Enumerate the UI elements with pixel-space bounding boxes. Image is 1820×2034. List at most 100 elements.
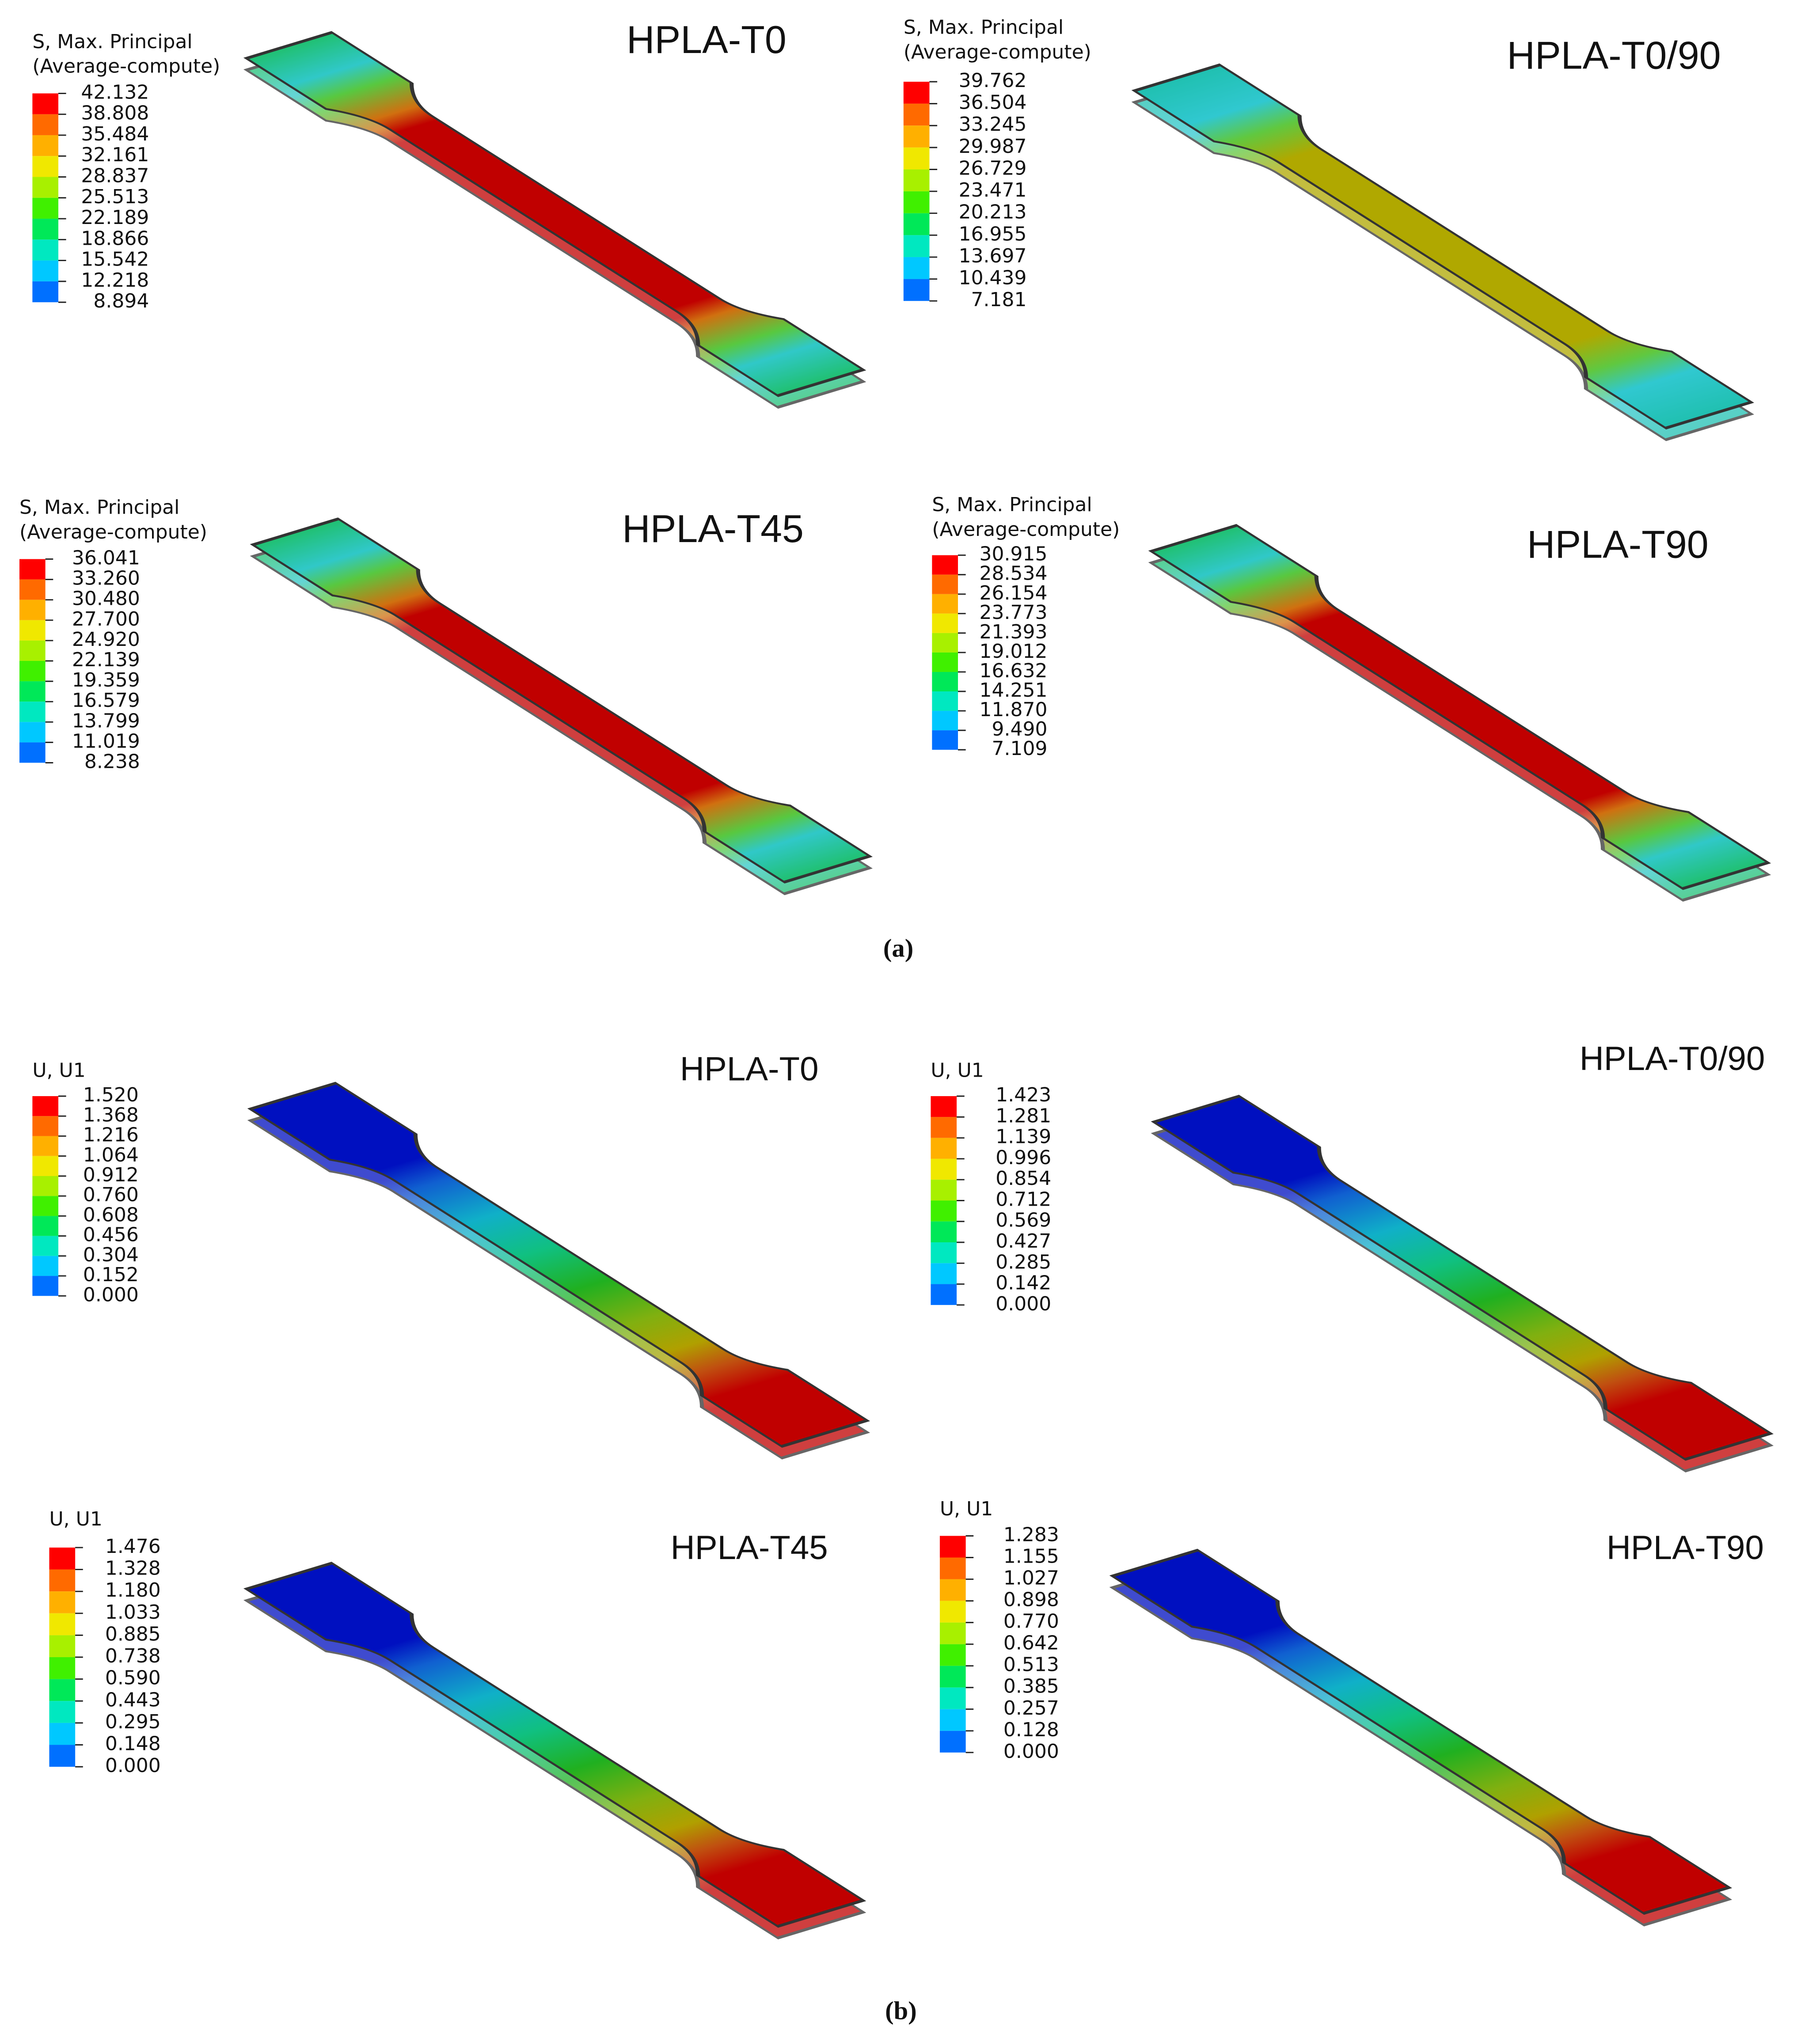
- legend-band: [903, 235, 930, 257]
- legend-value: 1.180: [105, 1579, 161, 1601]
- legend-value: 28.837: [81, 164, 149, 187]
- legend-value: 1.476: [105, 1535, 161, 1558]
- specimen-top: [246, 1563, 863, 1926]
- legend-band: [931, 1117, 957, 1138]
- legend-value: 21.393: [980, 621, 1048, 643]
- legend-value: 0.148: [105, 1733, 161, 1755]
- legend-value: 1.283: [1003, 1523, 1059, 1546]
- legend-value: 1.027: [1003, 1567, 1059, 1590]
- legend-band: [19, 559, 46, 580]
- legend-band: [903, 213, 930, 235]
- legend-band: [49, 1635, 76, 1658]
- legend-value: 28.534: [980, 562, 1048, 585]
- legend-value: 33.245: [959, 113, 1027, 136]
- legend-band: [32, 177, 59, 198]
- specimen-top: [1112, 1550, 1729, 1913]
- legend-value: 0.590: [105, 1667, 161, 1689]
- legend-value: 42.132: [81, 81, 149, 103]
- legend-value: 24.920: [72, 628, 140, 651]
- legend-value: 36.504: [959, 91, 1027, 114]
- legend-band: [932, 652, 958, 672]
- legend-value: 1.155: [1003, 1545, 1059, 1568]
- legend-value: 9.490: [992, 718, 1048, 740]
- legend-band: [19, 579, 46, 600]
- legend-value: 22.139: [72, 649, 140, 671]
- legend-band: [32, 1176, 59, 1196]
- legend-value: 0.295: [105, 1711, 161, 1733]
- legend-value: 35.484: [81, 123, 149, 145]
- legend-value: 0.128: [1003, 1719, 1059, 1741]
- legend-value: 0.760: [83, 1184, 139, 1206]
- legend-value: 1.033: [105, 1601, 161, 1624]
- legend-value: 26.154: [980, 582, 1048, 604]
- legend-band: [32, 1136, 59, 1156]
- legend-band: [932, 730, 958, 750]
- legend-band: [49, 1679, 76, 1701]
- legend-band: [49, 1591, 76, 1613]
- legend-band: [32, 135, 59, 156]
- legend-band: [32, 156, 59, 177]
- legend-band: [932, 672, 958, 692]
- legend-value: 25.513: [81, 186, 149, 208]
- legend-band: [903, 147, 930, 170]
- legend-value: 0.142: [995, 1272, 1051, 1294]
- legend-value: 1.423: [995, 1084, 1051, 1106]
- legend-value: 33.260: [72, 567, 140, 590]
- legend-value: 32.161: [81, 144, 149, 166]
- legend-band: [931, 1263, 957, 1284]
- legend-title: S, Max. Principal: [904, 16, 1064, 39]
- legend-title: U, U1: [49, 1508, 102, 1530]
- legend-value: 11.870: [980, 698, 1048, 721]
- legend-value: 1.216: [83, 1124, 139, 1146]
- legend-band: [932, 594, 958, 614]
- legend-band: [932, 613, 958, 633]
- plot-name: HPLA-T45: [671, 1529, 828, 1567]
- legend-value: 14.251: [980, 679, 1048, 702]
- legend-band: [32, 1276, 59, 1296]
- legend-band: [903, 191, 930, 213]
- legend-band: [19, 681, 46, 702]
- legend-band: [931, 1221, 957, 1243]
- legend-value: 0.513: [1003, 1654, 1059, 1676]
- legend-value: 30.480: [72, 588, 140, 610]
- legend-band: [931, 1158, 957, 1180]
- legend-band: [32, 1156, 59, 1176]
- legend-value: 22.189: [81, 206, 149, 229]
- legend-value: 8.894: [93, 290, 149, 312]
- legend-value: 30.915: [980, 543, 1048, 565]
- legend-band: [903, 257, 930, 279]
- legend-title: (Average-compute): [904, 41, 1091, 63]
- legend-title: (Average-compute): [932, 518, 1120, 541]
- plot-name: HPLA-T0/90: [1507, 33, 1721, 77]
- legend-band: [903, 103, 930, 126]
- legend-value: 12.218: [81, 269, 149, 292]
- legend-band: [19, 620, 46, 641]
- legend-value: 0.569: [995, 1209, 1051, 1232]
- legend-band: [32, 93, 59, 114]
- legend-value: 0.996: [995, 1146, 1051, 1169]
- legend-value: 1.281: [995, 1104, 1051, 1127]
- legend-value: 0.000: [995, 1293, 1051, 1315]
- legend-value: 7.181: [971, 288, 1027, 311]
- legend-band: [19, 661, 46, 682]
- legend-band: [931, 1138, 957, 1159]
- legend-value: 0.000: [1003, 1740, 1059, 1763]
- legend-band: [49, 1613, 76, 1636]
- legend-band: [32, 1196, 59, 1216]
- legend-value: 0.385: [1003, 1675, 1059, 1698]
- legend-band: [32, 1096, 59, 1116]
- legend-value: 1.064: [83, 1144, 139, 1166]
- contour-plot: S, Max. Principal(Average-compute) 42.132…: [32, 18, 863, 407]
- plot-name: HPLA-T0: [680, 1050, 819, 1088]
- legend-band: [49, 1745, 76, 1767]
- legend-band: [49, 1723, 76, 1745]
- legend-value: 8.238: [84, 750, 140, 773]
- legend-title: S, Max. Principal: [19, 496, 179, 519]
- legend-title: (Average-compute): [19, 521, 207, 543]
- legend-value: 0.712: [995, 1188, 1051, 1211]
- legend-value: 0.608: [83, 1203, 139, 1226]
- legend-band: [931, 1242, 957, 1264]
- legend-band: [939, 1536, 966, 1558]
- plot-name: HPLA-T45: [622, 507, 804, 550]
- legend-title: S, Max. Principal: [32, 30, 192, 53]
